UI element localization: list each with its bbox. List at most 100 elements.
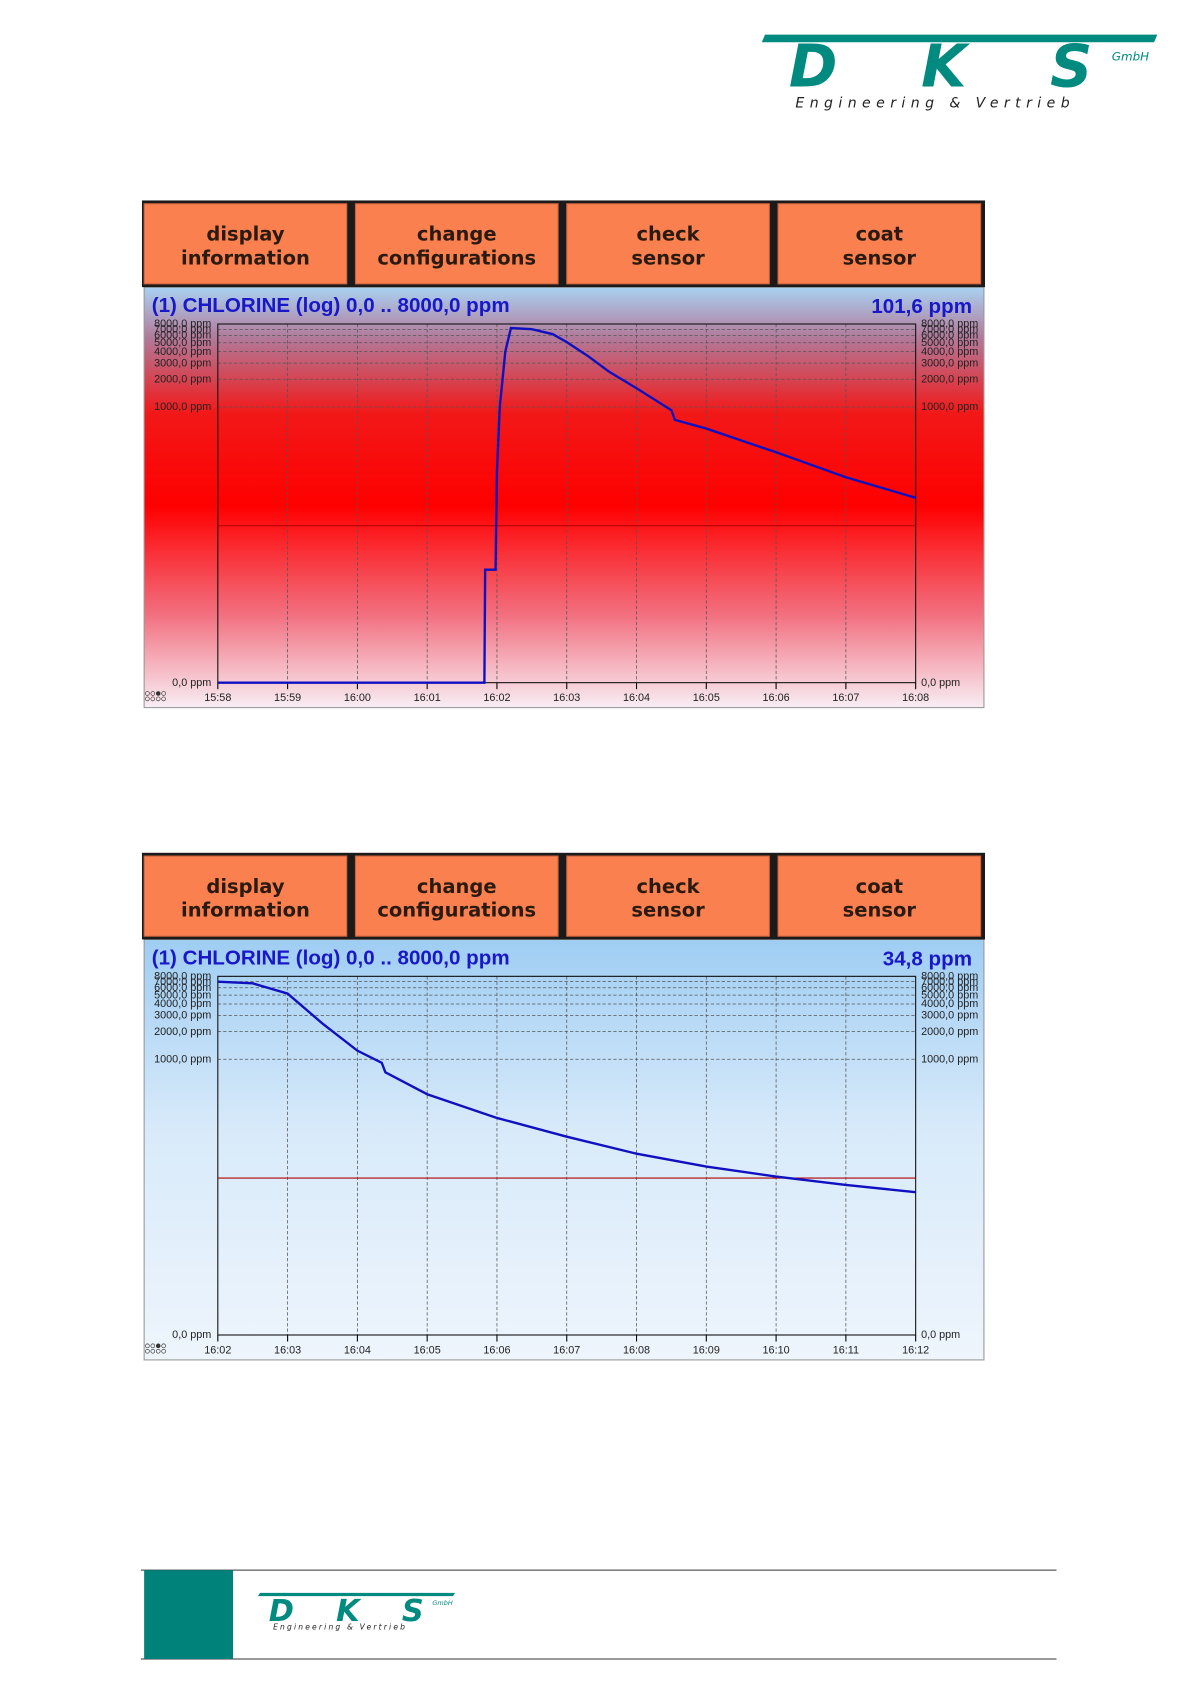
data-line bbox=[217, 980, 916, 1194]
header-logo: DKS GmbH Engineering & Vertrieb bbox=[761, 33, 1158, 111]
data-line bbox=[217, 326, 916, 684]
y-tick-label: 6000,0 ppm bbox=[154, 330, 211, 342]
status-dot bbox=[161, 691, 166, 696]
footer-logo-suffix: GmbH bbox=[432, 1599, 452, 1607]
y-tick-label: 0,0 ppm bbox=[172, 1329, 211, 1341]
status-dot bbox=[145, 1348, 150, 1354]
x-tick-label: 16:07 bbox=[832, 692, 859, 704]
button[interactable] bbox=[566, 203, 770, 285]
x-tick-label: 16:02 bbox=[204, 1344, 231, 1356]
button-label: configurations bbox=[377, 899, 536, 922]
status-dot bbox=[155, 696, 161, 702]
x-tick-label: 15:59 bbox=[274, 692, 301, 704]
footer: DKS GmbH Engineering & Vertrieb bbox=[140, 1569, 1057, 1660]
y-tick-label: 4000,0 ppm bbox=[921, 346, 978, 358]
y-tick-label: 1000,0 ppm bbox=[921, 401, 978, 413]
status-dot bbox=[161, 1348, 166, 1354]
chart-panel bbox=[143, 286, 985, 709]
y-tick-label: 7000,0 ppm bbox=[154, 976, 211, 988]
y-tick-label: 3000,0 ppm bbox=[921, 357, 978, 369]
y-tick-label: 4000,0 ppm bbox=[154, 346, 211, 358]
status-dot bbox=[145, 691, 150, 696]
button-label: configurations bbox=[377, 246, 536, 269]
status-dot bbox=[150, 696, 156, 702]
status-dot bbox=[150, 1348, 156, 1354]
status-dot bbox=[150, 691, 156, 696]
x-tick-label: 16:06 bbox=[763, 692, 790, 704]
button[interactable] bbox=[354, 855, 559, 937]
y-tick-label: 6000,0 ppm bbox=[921, 330, 978, 342]
x-tick-label: 16:03 bbox=[274, 1344, 301, 1356]
x-tick-label: 16:08 bbox=[902, 692, 929, 704]
button[interactable] bbox=[143, 203, 348, 285]
button-label: coat bbox=[856, 223, 903, 246]
button-label: change bbox=[417, 223, 497, 246]
plot-frame bbox=[217, 323, 917, 684]
x-tick-label: 16:09 bbox=[693, 1344, 720, 1356]
logo-suffix: GmbH bbox=[1112, 50, 1149, 64]
button[interactable] bbox=[354, 203, 559, 285]
x-tick-label: 16:05 bbox=[693, 692, 720, 704]
chart-title: (1) CHLORINE (log) 0,0 .. 8000,0 ppm bbox=[152, 946, 510, 969]
button-label: sensor bbox=[843, 246, 917, 269]
button-label: display bbox=[206, 223, 284, 246]
status-dot bbox=[155, 1348, 161, 1354]
logo-name: DKS bbox=[789, 33, 1103, 101]
y-tick-label: 5000,0 ppm bbox=[921, 989, 978, 1001]
current-reading: 34,8 ppm bbox=[883, 947, 972, 970]
x-tick-label: 16:10 bbox=[763, 1344, 790, 1356]
y-tick-label: 2000,0 ppm bbox=[921, 374, 978, 386]
plot-frame bbox=[217, 975, 917, 1336]
y-tick-label: 7000,0 ppm bbox=[921, 324, 978, 336]
chart-panel bbox=[143, 938, 985, 1361]
status-dot bbox=[145, 1343, 150, 1349]
y-tick-label: 5000,0 ppm bbox=[154, 989, 211, 1001]
y-tick-label: 4000,0 ppm bbox=[154, 998, 211, 1010]
y-tick-label: 8000,0 ppm bbox=[154, 318, 211, 330]
x-tick-label: 16:01 bbox=[414, 692, 441, 704]
y-tick-label: 5000,0 ppm bbox=[154, 337, 211, 349]
button-label: sensor bbox=[843, 899, 917, 922]
button-label: sensor bbox=[631, 899, 705, 922]
x-tick-label: 16:11 bbox=[833, 1344, 859, 1356]
x-tick-label: 16:05 bbox=[414, 1344, 441, 1356]
status-dot bbox=[161, 1343, 166, 1349]
y-tick-label: 6000,0 ppm bbox=[921, 982, 978, 994]
footer-logo-tagline: Engineering & Vertrieb bbox=[273, 1623, 407, 1632]
status-dot bbox=[161, 696, 166, 702]
button-label: change bbox=[417, 875, 497, 898]
y-tick-label: 8000,0 ppm bbox=[921, 318, 978, 330]
button-label: check bbox=[636, 875, 700, 898]
status-dot bbox=[155, 691, 161, 696]
status-dot bbox=[150, 1343, 156, 1349]
x-tick-label: 16:03 bbox=[553, 692, 580, 704]
y-tick-label: 1000,0 ppm bbox=[921, 1054, 978, 1066]
y-tick-label: 1000,0 ppm bbox=[154, 401, 211, 413]
y-tick-label: 4000,0 ppm bbox=[921, 998, 978, 1010]
y-tick-label: 0,0 ppm bbox=[921, 677, 960, 689]
button-label: display bbox=[206, 875, 284, 898]
x-tick-label: 15:58 bbox=[204, 692, 231, 704]
button[interactable] bbox=[777, 203, 982, 285]
y-tick-label: 0,0 ppm bbox=[172, 677, 211, 689]
status-dot bbox=[145, 696, 150, 702]
y-tick-label: 2000,0 ppm bbox=[154, 374, 211, 386]
y-tick-label: 1000,0 ppm bbox=[154, 1054, 211, 1066]
button-label: information bbox=[181, 246, 310, 269]
button[interactable] bbox=[777, 855, 982, 937]
x-tick-label: 16:04 bbox=[623, 692, 650, 704]
x-tick-label: 16:07 bbox=[553, 1344, 580, 1356]
chart-title: (1) CHLORINE (log) 0,0 .. 8000,0 ppm bbox=[152, 294, 510, 317]
y-tick-label: 7000,0 ppm bbox=[921, 976, 978, 988]
button[interactable] bbox=[143, 855, 348, 937]
x-tick-label: 16:02 bbox=[483, 692, 510, 704]
y-tick-label: 8000,0 ppm bbox=[154, 971, 211, 983]
button-label: information bbox=[181, 899, 310, 922]
y-tick-label: 6000,0 ppm bbox=[154, 982, 211, 994]
button[interactable] bbox=[566, 855, 770, 937]
x-tick-label: 16:06 bbox=[483, 1344, 510, 1356]
y-tick-label: 3000,0 ppm bbox=[154, 1010, 211, 1022]
button-label: check bbox=[636, 223, 700, 246]
